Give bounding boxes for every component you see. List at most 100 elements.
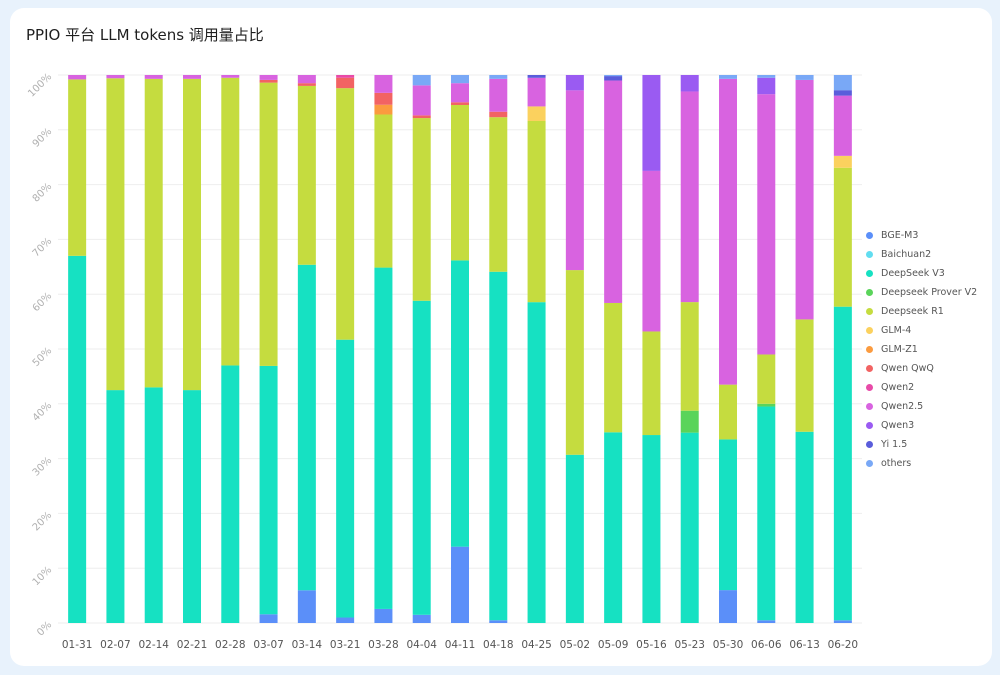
bar-segment [336,77,355,89]
bar-segment [412,115,431,119]
bar-segment [489,271,508,621]
y-tick-label: 30% [31,455,55,479]
bar-segment [833,620,852,623]
bar-segment [374,114,393,268]
x-tick-label: 05-30 [713,639,744,651]
legend-marker [866,270,873,277]
y-tick-label: 40% [31,400,55,424]
bar-segment [374,104,393,115]
legend-marker [866,422,873,429]
legend-item[interactable]: Qwen QwQ [866,359,996,378]
bar-segment [795,431,814,623]
x-tick-label: 04-25 [521,639,552,651]
bar-segment [259,82,278,366]
legend-item[interactable]: Qwen2 [866,378,996,397]
bar-segment [833,155,852,168]
bar-segment [489,111,508,118]
x-tick-label: 05-02 [560,639,591,651]
legend-marker [866,365,873,372]
bar-segment [527,120,546,303]
legend-item[interactable]: Yi 1.5 [866,435,996,454]
x-tick-label: 06-06 [751,639,782,651]
bar-segment [527,75,546,78]
legend-label: Qwen QwQ [881,363,934,374]
bar-segment [221,77,240,366]
bar-segment [527,77,546,107]
bar-segment [297,75,316,84]
legend-label: GLM-Z1 [881,344,918,355]
legend-item[interactable]: GLM-Z1 [866,340,996,359]
bar-segment [757,75,776,78]
bar-segment [451,83,469,103]
x-tick-label: 03-14 [292,639,323,651]
legend-item[interactable]: others [866,454,996,473]
legend-item[interactable]: Qwen2.5 [866,397,996,416]
legend-item[interactable]: Qwen3 [866,416,996,435]
legend-label: Qwen2 [881,382,915,393]
chart-legend: BGE-M3 Baichuan2 DeepSeek V3 Deepseek Prove… [866,226,996,473]
bar-segment [451,75,469,84]
bar-segment [757,77,776,95]
x-tick-label: 06-13 [789,639,820,651]
x-tick-label: 02-21 [177,639,208,651]
x-tick-label: 03-21 [330,639,361,651]
legend-marker [866,232,873,239]
bar-segment [489,117,508,272]
legend-label: Deepseek R1 [881,306,944,317]
x-tick-label: 02-07 [100,639,131,651]
legend-item[interactable]: Baichuan2 [866,245,996,264]
bar-segment [68,75,87,80]
bar-segment [680,302,699,411]
bar-segment [565,454,584,623]
legend-marker [866,327,873,334]
bar-segment [451,546,469,623]
bar-segment [106,75,125,79]
bar-segment [565,90,584,271]
bar-segment [527,106,546,121]
bar-segment [489,620,508,623]
x-tick-label: 03-07 [253,639,284,651]
bar-segment [680,410,699,433]
bar-segment [221,365,240,623]
bar-segment [451,260,469,547]
bar-segment [412,614,431,623]
bar-segment [795,75,814,80]
bar-segment [604,432,623,623]
legend-item[interactable]: Deepseek Prover V2 [866,283,996,302]
x-tick-label: 01-31 [62,639,93,651]
legend-item[interactable]: Deepseek R1 [866,302,996,321]
chart-title: PPIO 平台 LLM tokens 调用量占比 [26,26,264,44]
bar-segment [489,78,508,112]
bar-segment [336,617,355,623]
bar-segment [451,102,469,105]
bar-segment [336,88,355,340]
bar-segment [719,590,737,623]
bar-segment [757,354,776,404]
x-tick-label: 02-28 [215,639,246,651]
bar-segment [183,390,201,623]
bar-segment [374,608,393,623]
bar-segment [259,365,278,615]
bar-segment [604,80,623,303]
legend-item[interactable]: DeepSeek V3 [866,264,996,283]
bar-segment [833,306,852,621]
bar-segment [833,90,852,96]
y-tick-label: 0% [35,619,54,638]
x-tick-label: 05-16 [636,639,667,651]
y-tick-label: 50% [31,345,55,369]
bar-segment [336,75,355,78]
bar-segment [297,83,316,86]
legend-item[interactable]: BGE-M3 [866,226,996,245]
legend-marker [866,441,873,448]
bar-segment [259,79,278,83]
bar-segment [374,267,393,609]
bar-segment [412,75,431,86]
bar-segment [642,435,661,623]
bar-segment [757,94,776,355]
legend-marker [866,289,873,296]
bar-segment [144,75,163,79]
legend-item[interactable]: GLM-4 [866,321,996,340]
bar-segment [144,387,163,623]
x-tick-label: 03-28 [368,639,399,651]
